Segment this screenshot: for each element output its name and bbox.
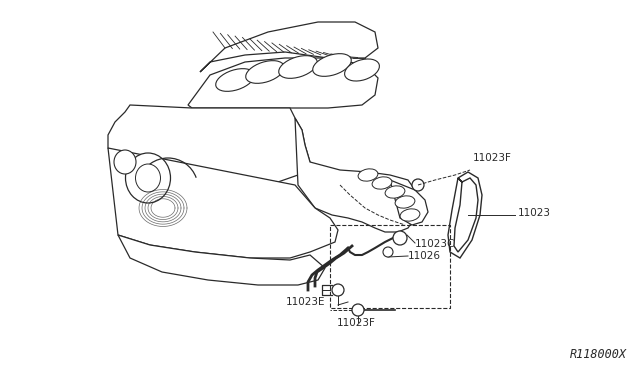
Ellipse shape <box>344 59 380 81</box>
Ellipse shape <box>216 69 254 92</box>
Circle shape <box>412 179 424 191</box>
Circle shape <box>352 304 364 316</box>
Text: 11023F: 11023F <box>337 318 376 328</box>
Ellipse shape <box>279 56 317 78</box>
Polygon shape <box>200 22 378 72</box>
Ellipse shape <box>385 186 405 198</box>
Polygon shape <box>390 180 428 225</box>
Circle shape <box>383 247 393 257</box>
Polygon shape <box>448 172 482 258</box>
Text: 11026: 11026 <box>408 251 441 261</box>
Polygon shape <box>108 105 310 182</box>
Ellipse shape <box>400 209 420 221</box>
Ellipse shape <box>125 153 170 203</box>
Text: R118000X: R118000X <box>570 347 627 360</box>
Polygon shape <box>188 58 378 108</box>
Ellipse shape <box>313 54 351 76</box>
Circle shape <box>393 231 407 245</box>
Polygon shape <box>118 235 325 285</box>
Ellipse shape <box>246 61 284 83</box>
Ellipse shape <box>114 150 136 174</box>
Ellipse shape <box>136 164 161 192</box>
Polygon shape <box>108 148 338 258</box>
Ellipse shape <box>358 169 378 181</box>
Circle shape <box>332 284 344 296</box>
Ellipse shape <box>395 196 415 208</box>
Ellipse shape <box>372 177 392 189</box>
Text: 11023E: 11023E <box>286 297 326 307</box>
Text: 11023C: 11023C <box>415 239 456 249</box>
Polygon shape <box>295 118 418 232</box>
Text: 11023: 11023 <box>518 208 551 218</box>
Text: 11023F: 11023F <box>473 153 512 163</box>
